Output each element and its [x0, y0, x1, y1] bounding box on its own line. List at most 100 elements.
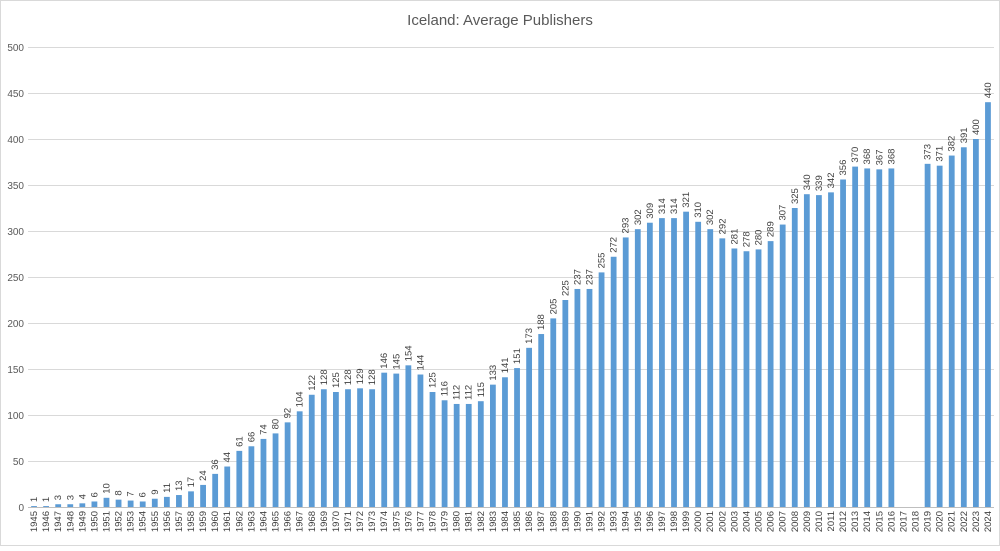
bar: [610, 256, 617, 507]
data-label: 3: [53, 495, 64, 500]
x-tick-label: 1968: [307, 511, 318, 532]
x-tick-label: 1999: [681, 511, 692, 532]
x-tick-label: 1996: [645, 511, 656, 532]
bar: [683, 211, 689, 507]
data-label: 125: [428, 372, 439, 388]
bar: [948, 155, 955, 507]
x-tick-label: 1974: [379, 511, 390, 532]
data-label: 272: [609, 237, 620, 253]
bar: [743, 251, 750, 507]
data-label: 80: [271, 419, 282, 430]
bar: [888, 168, 895, 507]
bar: [755, 249, 762, 507]
bar: [55, 504, 62, 507]
data-label: 1: [29, 497, 40, 502]
x-tick-label: 1971: [343, 511, 354, 532]
data-label: 292: [717, 219, 728, 235]
bar: [514, 368, 520, 507]
bar: [272, 433, 279, 507]
bar: [828, 192, 834, 508]
x-tick-label: 1995: [633, 511, 644, 532]
data-label: 122: [307, 375, 318, 391]
data-label: 128: [367, 369, 378, 385]
gridlines: [28, 47, 994, 462]
x-tick-label: 1989: [560, 511, 571, 532]
data-label: 151: [512, 348, 523, 364]
bar: [296, 411, 303, 507]
data-label: 342: [826, 173, 837, 189]
data-label: 255: [597, 253, 608, 269]
data-label: 3: [65, 495, 76, 500]
data-label: 289: [766, 221, 777, 237]
x-tick-label: 1952: [114, 511, 125, 532]
x-tick-label: 1958: [186, 511, 197, 532]
y-tick-label: 150: [7, 365, 24, 376]
bar: [876, 169, 883, 508]
y-tick-label: 250: [7, 273, 24, 284]
x-tick-label: 1982: [476, 511, 487, 532]
data-label: 125: [331, 372, 342, 388]
x-tick-label: 1977: [415, 511, 426, 532]
bar: [840, 179, 846, 508]
data-label: 8: [114, 490, 125, 495]
x-tick-label: 1963: [246, 511, 257, 532]
bar: [598, 272, 605, 507]
data-label: 44: [222, 452, 233, 463]
bar: [127, 500, 134, 507]
bar: [212, 473, 219, 507]
x-tick-label: 1959: [198, 511, 209, 532]
bar: [224, 466, 231, 507]
x-tick-label: 1957: [174, 511, 185, 532]
data-label: 237: [572, 269, 583, 285]
data-label: 11: [162, 483, 173, 493]
x-tick-label: 1979: [440, 511, 451, 532]
bar: [477, 401, 484, 507]
data-label: 368: [886, 149, 897, 165]
x-tick-label: 1947: [53, 511, 64, 532]
x-tick-label: 2023: [971, 511, 982, 532]
x-tick-label: 1962: [234, 511, 245, 532]
data-label: 339: [814, 175, 825, 191]
bar: [357, 388, 363, 507]
x-tick-label: 1991: [584, 511, 595, 532]
data-label: 400: [971, 119, 982, 135]
bar: [816, 195, 822, 507]
x-tick-label: 2016: [886, 511, 897, 532]
data-label: 307: [778, 205, 789, 221]
chart-title: Iceland: Average Publishers: [407, 12, 593, 29]
bar: [972, 139, 979, 507]
data-label: 278: [741, 231, 752, 247]
x-tick-label: 1956: [162, 511, 173, 532]
x-tick-label: 1994: [621, 511, 632, 532]
x-tick-label: 1985: [512, 511, 523, 532]
bar: [248, 446, 255, 507]
data-label: 144: [415, 355, 426, 371]
bar: [852, 166, 859, 507]
data-label: 17: [186, 477, 197, 488]
bar: [308, 394, 315, 507]
data-label: 237: [584, 269, 595, 285]
bar: [393, 373, 400, 507]
bar: [441, 400, 448, 507]
bar: [139, 501, 146, 507]
x-tick-label: 1950: [89, 511, 100, 532]
y-tick-label: 300: [7, 227, 24, 238]
x-tick-label: 1969: [319, 511, 330, 532]
data-label: 66: [246, 432, 257, 443]
bar: [465, 403, 472, 507]
bar: [767, 241, 774, 507]
y-tick-label: 450: [7, 89, 24, 100]
bar: [574, 288, 581, 507]
x-tick-label: 1949: [77, 511, 88, 532]
y-tick-label: 350: [7, 181, 24, 192]
bar: [453, 403, 460, 507]
x-tick-label: 1983: [488, 511, 499, 532]
x-tick-label: 1998: [669, 511, 680, 532]
data-label: 368: [862, 149, 873, 165]
data-label: 205: [548, 299, 559, 315]
x-tick-label: 1987: [536, 511, 547, 532]
bar: [151, 498, 158, 507]
bar: [960, 147, 967, 507]
data-label: 104: [295, 391, 306, 407]
